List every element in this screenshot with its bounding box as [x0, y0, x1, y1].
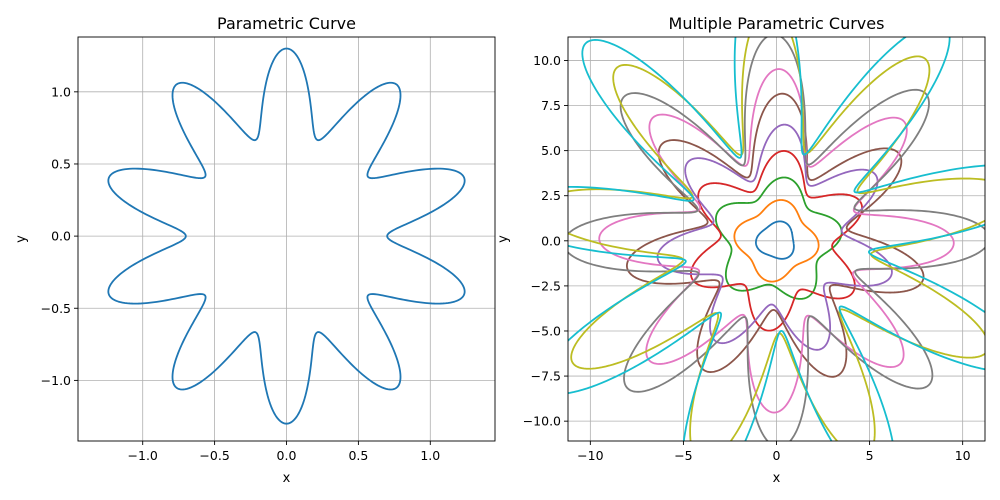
x-tick-label: 0: [773, 448, 781, 463]
x-tick-label: 5: [866, 448, 874, 463]
y-tick-label: 7.5: [541, 98, 561, 113]
x-tick-label: −10: [577, 448, 603, 463]
series-line-4: [690, 150, 863, 332]
series-line-1: [107, 47, 466, 425]
series-line-8: [568, 37, 985, 441]
series-line-6: [626, 92, 925, 378]
y-tick-label: 1.0: [51, 84, 71, 99]
chart-title: Multiple Parametric Curves: [669, 14, 885, 33]
y-tick-label: 0.0: [51, 229, 71, 244]
x-tick-label: 10: [955, 448, 971, 463]
x-tick-label: 1.0: [420, 448, 440, 463]
y-axis-label: y: [14, 235, 29, 243]
y-tick-label: −5.0: [531, 323, 561, 338]
x-axis-label: x: [773, 471, 781, 486]
series-line-9: [568, 37, 985, 441]
subplot-parametric-curve: −1.0 −0.5 0.0 0.5 1.0 −1.0 −0.5 0.0 0.5 1.0 Para…: [14, 14, 496, 486]
y-tick-label: 0.5: [51, 156, 71, 171]
x-tick-label: −1.0: [128, 448, 158, 463]
y-tick-label: −2.5: [531, 278, 561, 293]
x-axis-label: x: [283, 471, 291, 486]
x-ticks: −10 −5 0 5 10: [577, 441, 971, 463]
y-tick-label: 0.0: [541, 233, 561, 248]
y-tick-label: −0.5: [41, 301, 71, 316]
x-tick-label: −5: [674, 448, 692, 463]
series-line-10: [568, 37, 985, 441]
subplot-multiple-parametric-curves: −10 −5 0 5 10 −10.0 −7.5 −5.0 −2.5 0.0 2.5 5.0 7.5 1…: [496, 14, 986, 486]
series-line-3: [715, 176, 843, 300]
y-ticks: −10.0 −7.5 −5.0 −2.5 0.0 2.5 5.0 7.5 10.0: [523, 53, 568, 429]
chart-title: Parametric Curve: [217, 14, 356, 33]
y-ticks: −1.0 −0.5 0.0 0.5 1.0: [41, 84, 78, 388]
x-tick-label: −0.5: [199, 448, 229, 463]
y-tick-label: 5.0: [541, 143, 561, 158]
series-group: [568, 37, 985, 441]
y-tick-label: −1.0: [41, 373, 71, 388]
series-line-1: [755, 220, 795, 260]
series-group: [107, 47, 466, 425]
x-tick-label: 0.0: [277, 448, 297, 463]
y-tick-label: 10.0: [533, 53, 561, 68]
y-tick-label: −10.0: [523, 414, 561, 429]
y-axis-label: y: [496, 235, 511, 243]
x-tick-label: 0.5: [348, 448, 368, 463]
y-tick-label: 2.5: [541, 188, 561, 203]
series-line-5: [656, 123, 893, 351]
x-ticks: −1.0 −0.5 0.0 0.5 1.0: [128, 441, 440, 463]
y-tick-label: −7.5: [531, 369, 561, 384]
grid-lines: [78, 37, 495, 441]
series-line-2: [733, 199, 820, 283]
